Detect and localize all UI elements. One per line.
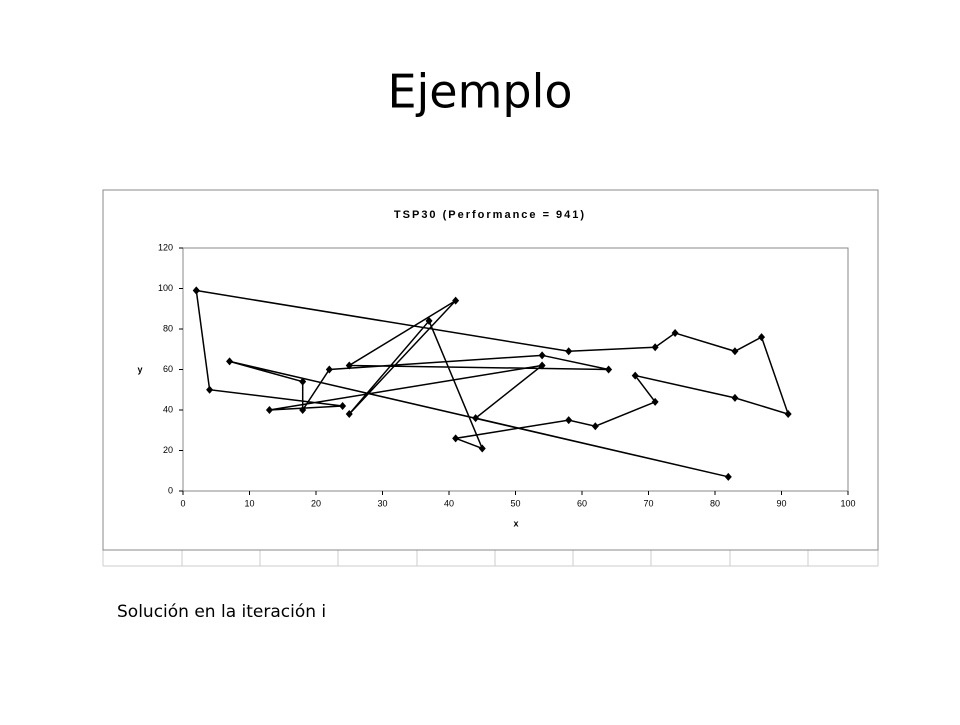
x-tick-label: 20 xyxy=(311,498,321,508)
x-tick-label: 80 xyxy=(710,498,720,508)
x-tick-label: 30 xyxy=(377,498,387,508)
x-tick-label: 90 xyxy=(776,498,786,508)
point-marker xyxy=(299,377,307,386)
point-marker xyxy=(538,361,546,370)
point-marker xyxy=(452,296,460,305)
y-tick-label: 0 xyxy=(168,485,173,495)
x-tick-label: 70 xyxy=(643,498,653,508)
x-tick-label: 10 xyxy=(244,498,254,508)
point-marker xyxy=(192,286,200,295)
plot: 0 20 40 60 80 100 120 0 10 20 30 40 50 60 70 80 90 100 xyxy=(158,242,856,508)
x-axis-label: x xyxy=(513,518,518,528)
point-marker xyxy=(758,333,766,342)
point-marker xyxy=(731,393,739,402)
chart-title: TSP30 (Performance = 941) xyxy=(394,209,586,221)
y-tick-label: 80 xyxy=(163,323,173,333)
point-marker xyxy=(325,365,333,374)
y-tick-label: 40 xyxy=(163,404,173,414)
y-axis-label: y xyxy=(137,364,142,374)
point-marker xyxy=(345,361,353,370)
point-marker xyxy=(472,414,480,423)
point-marker xyxy=(565,416,573,425)
point-marker xyxy=(478,444,486,453)
point-marker xyxy=(425,316,433,325)
point-marker xyxy=(565,347,573,356)
slide-caption: Solución en la iteración i xyxy=(117,602,326,622)
point-marker xyxy=(651,343,659,352)
y-tick-label: 120 xyxy=(158,242,173,252)
y-tick-label: 60 xyxy=(163,364,173,374)
x-tick-label: 100 xyxy=(840,498,855,508)
point-marker xyxy=(226,357,234,366)
point-marker xyxy=(345,410,353,419)
point-marker xyxy=(605,365,613,374)
point-marker xyxy=(206,385,214,394)
point-marker xyxy=(452,434,460,443)
x-tick-label: 50 xyxy=(510,498,520,508)
y-tick-label: 100 xyxy=(158,283,173,293)
x-tick-label: 0 xyxy=(180,498,185,508)
chart-frame xyxy=(102,189,879,551)
point-marker xyxy=(631,371,639,380)
point-marker xyxy=(724,472,732,481)
sheet-grid xyxy=(102,550,879,567)
x-tick-label: 60 xyxy=(577,498,587,508)
point-marker xyxy=(591,422,599,431)
point-marker xyxy=(265,406,273,414)
point-marker xyxy=(651,397,659,406)
point-marker xyxy=(784,410,792,419)
point-marker xyxy=(671,329,679,338)
point-marker xyxy=(538,351,546,360)
point-marker xyxy=(299,406,307,414)
y-tick-label: 20 xyxy=(163,445,173,455)
slide-title: Ejemplo xyxy=(387,65,572,119)
point-marker xyxy=(339,401,347,410)
x-tick-label: 40 xyxy=(444,498,454,508)
point-marker xyxy=(731,347,739,356)
